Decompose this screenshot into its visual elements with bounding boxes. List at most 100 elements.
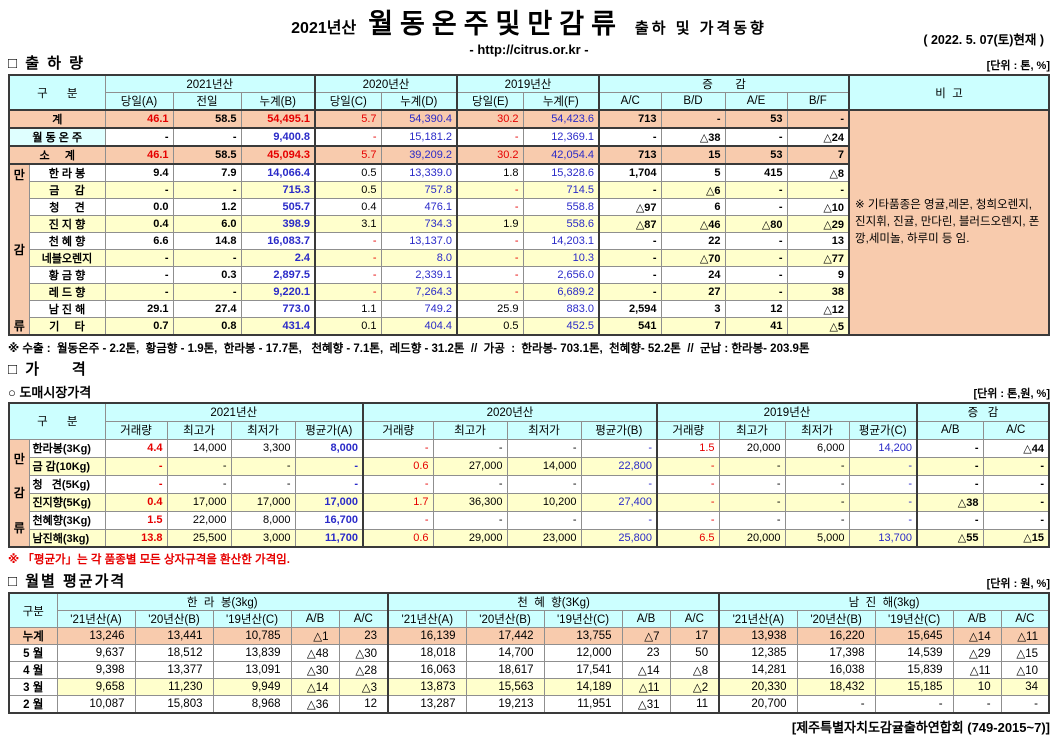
cell: 17 [669,627,720,645]
cell: 17,000 [294,492,364,512]
cell: 749.2 [380,300,458,318]
cell: 13,287 [387,695,467,714]
cell: - [456,283,524,301]
column-header: 최고가 [166,420,232,440]
cell: 5.7 [314,145,382,165]
cell: 14,203.1 [522,232,600,250]
column-header: 2020년산 [362,402,658,422]
cell: - [786,181,850,199]
cell: 15,328.6 [522,163,600,182]
cell: 42,054.4 [522,145,600,165]
cell: 14,066.4 [240,163,316,182]
page-subtitle: 출하 및 가격동향 [634,20,767,37]
cell: - [314,266,382,284]
cell: 7.9 [172,163,242,182]
column-header: 평균가(B) [580,420,658,440]
column-header: '19년산(C) [212,610,292,628]
cell: 9,220.1 [240,283,316,301]
cell: 금 감 [28,181,106,199]
cell: - [724,127,788,147]
cell: △77 [786,249,850,267]
cell: 25,500 [166,528,232,548]
cell: 13,873 [387,678,467,696]
cell: 16,083.7 [240,232,316,250]
column-header: 2021년산 [104,402,364,422]
cell: 17,398 [796,644,876,662]
cell: 14,700 [465,644,545,662]
cell: 17,000 [166,492,232,512]
cell: 24 [660,266,726,284]
cell: △8 [669,661,720,679]
cell: 5 [660,163,726,182]
cell: 6 [660,198,726,216]
cell: 27 [660,283,726,301]
cell: 714.5 [522,181,600,199]
cell: 18,617 [465,661,545,679]
cell: - [432,474,508,494]
cell: 15,839 [874,661,954,679]
cell: △29 [952,644,1002,662]
cell: 13,755 [543,627,623,645]
cell: - [172,283,242,301]
table-row: 청 견(5Kg) - - - - - - - - - - - - - - [9,474,1050,494]
cell: 16,700 [294,510,364,530]
cell: 505.7 [240,198,316,216]
table-row: 남 진 해 29.1 27.4 773.0 1.1 749.2 25.9 883.0 2,594… [9,300,1049,318]
cell: 누계 [8,627,58,645]
cell: 22,000 [166,510,232,530]
column-header: A/B [621,610,671,628]
column-header: 2020년산 [314,74,458,93]
cell: 39,209.2 [380,145,458,165]
column-header: 구 분 [8,74,106,111]
cell: 883.0 [522,300,600,318]
cell: 9.4 [104,163,174,182]
monthly-unit-label: [단위 : 원, %] [986,578,1050,590]
cell: 0.7 [104,317,174,336]
cell: 7 [660,317,726,336]
cell: - [314,127,382,147]
monthly-price-table: 구분 한 라 봉(3kg) 천 혜 향(3Kg) 남 진 해(3kg) '21년… [8,592,1050,714]
cell: △10 [1000,661,1050,679]
shipment-section-header: □ 출 하 량 [단위 : 톤, %] [8,52,1050,73]
cell: △3 [338,678,389,696]
cell: - [656,510,720,530]
cell: 천혜향(3Kg) [28,510,106,530]
cell: 54,390.4 [380,109,458,129]
cell: 27,400 [580,492,658,512]
column-header: 천 혜 향(3Kg) [387,592,720,611]
cell: 레 드 향 [28,283,106,301]
column-header: '19년산(C) [543,610,623,628]
cell: 13.8 [104,528,168,548]
cell: 3,000 [230,528,296,548]
cell: △36 [290,695,340,714]
cell: - [656,474,720,494]
cell: 715.3 [240,181,316,199]
column-header: 2021년산 [104,74,316,93]
column-header: B/D [660,92,726,111]
column-header: 누계(D) [380,92,458,111]
cell: △14 [290,678,340,696]
cell: 476.1 [380,198,458,216]
table-row: 진지향(5Kg) 0.4 17,000 17,000 17,000 1.7 36,300 10… [9,492,1050,512]
table-row: 진 지 향 0.4 6.0 398.9 3.1 734.3 1.9 558.6 △87 △46 △8… [9,215,1049,233]
cell: 6.0 [172,215,242,233]
publisher-footer: [제주특별자치도감귤출하연합회 (749-2015~7)] [791,720,1050,735]
cell: 20,700 [718,695,798,714]
cell: 17,000 [230,492,296,512]
cell: - [982,456,1050,476]
table-row: 네블오렌지 - -2.4-8.0-10.3- △70- △77 [9,249,1049,267]
price-unit-label: [단위 : 톤,원, %] [973,388,1050,400]
cell: △2 [669,678,720,696]
column-header: 당일(C) [314,92,382,111]
cell: - [456,249,524,267]
cell: 23 [621,644,671,662]
cell: 6,689.2 [522,283,600,301]
column-header: A/B [952,610,1002,628]
cell: 54,423.6 [522,109,600,129]
table-row: 천혜향(3Kg) 1.5 22,000 8,000 16,700- - - - - - - - - - [9,510,1050,530]
cell: △28 [338,661,389,679]
cell: 5.7 [314,109,382,129]
cell: 청 견 [28,198,106,216]
cell: 23,000 [506,528,582,548]
cell: 16,038 [796,661,876,679]
